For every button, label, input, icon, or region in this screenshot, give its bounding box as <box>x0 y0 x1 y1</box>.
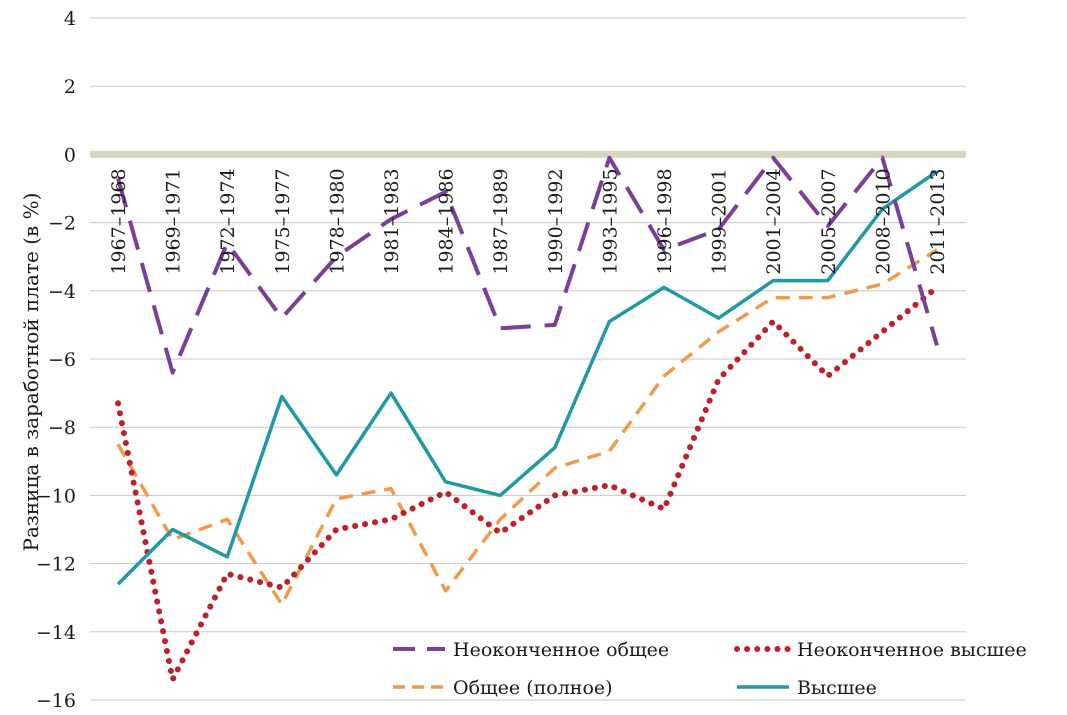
y-tick-label: −10 <box>36 485 76 507</box>
x-category-label: 1996–1998 <box>654 168 676 274</box>
x-category-label: 1967–1968 <box>108 168 130 274</box>
series-line-3 <box>116 248 938 607</box>
x-category-label: 2005–2007 <box>818 168 840 274</box>
y-tick-label: 2 <box>64 76 76 98</box>
gridlines <box>90 17 966 701</box>
y-tick-label: 4 <box>64 8 76 30</box>
x-category-label: 1999–2001 <box>709 168 731 274</box>
x-category-label: 1969–1971 <box>163 168 185 274</box>
series-lines <box>115 155 940 683</box>
series-line-1 <box>116 155 939 375</box>
x-category-label: 2008–2010 <box>872 168 894 274</box>
y-tick-label: −4 <box>48 281 76 303</box>
x-category-label: 1972–1974 <box>217 168 239 274</box>
legend-label: Высшее <box>797 677 877 699</box>
x-category-label: 1975–1977 <box>272 168 294 274</box>
y-tick-label: −12 <box>36 554 76 576</box>
y-tick-label: 0 <box>64 144 76 166</box>
x-category-label: 2001–2004 <box>763 168 785 274</box>
series-line-4 <box>116 170 938 586</box>
x-category-label: 1984–1986 <box>436 168 458 274</box>
legend-label: Общее (полное) <box>453 677 613 699</box>
y-tick-label: −8 <box>48 417 76 439</box>
y-tick-label: −16 <box>36 690 76 712</box>
y-axis-ticks: 4 2 0 −2 −4 −6 −8 −10 −12 −14 −16 <box>36 8 76 712</box>
x-category-label: 1993–1995 <box>599 168 621 274</box>
x-axis-category-labels: 1967–1968 1969–1971 1972–1974 1975–1977 1978… <box>108 168 949 274</box>
x-category-label: 1987–1989 <box>490 168 512 274</box>
series-line-2 <box>115 284 940 683</box>
y-axis-title: Разница в заработной плате (в %) <box>19 193 43 552</box>
legend-label: Неоконченное общее <box>453 639 669 661</box>
legend: Неоконченное общее Неоконченное высшее Общ… <box>393 639 1027 699</box>
x-category-label: 1990–1992 <box>545 168 567 274</box>
y-tick-label: −2 <box>48 213 76 235</box>
x-category-label: 1978–1980 <box>326 168 348 274</box>
legend-label: Неоконченное высшее <box>797 639 1027 661</box>
y-tick-label: −6 <box>48 349 76 371</box>
x-category-label: 1981–1983 <box>381 168 403 274</box>
y-tick-label: −14 <box>36 622 76 644</box>
x-category-label: 2011–2013 <box>927 168 949 274</box>
